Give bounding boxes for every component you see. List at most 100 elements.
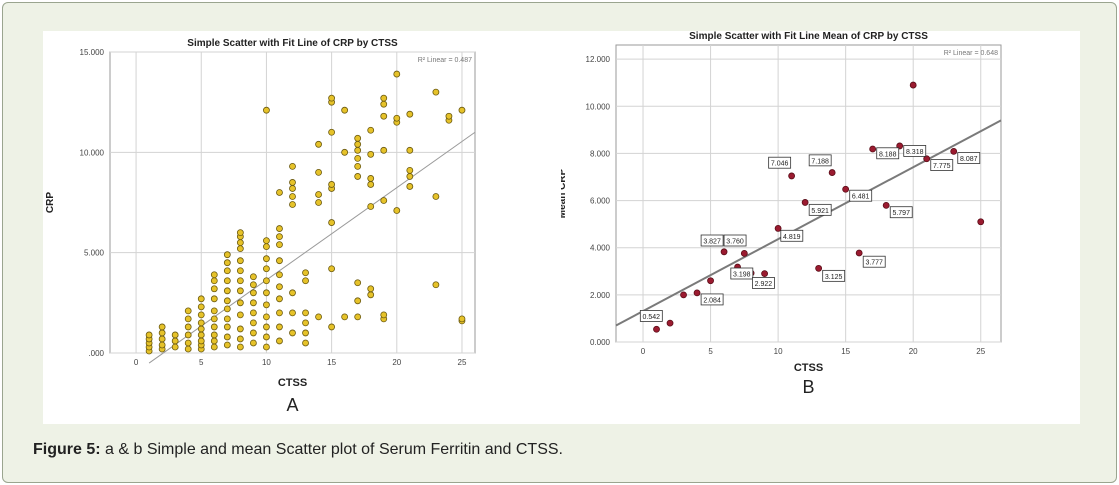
data-label: 8.087 [960, 156, 978, 163]
data-label-box [768, 156, 792, 169]
data-point [828, 169, 836, 176]
data-point [289, 309, 296, 317]
data-point [263, 333, 270, 341]
data-point [171, 343, 179, 351]
data-point [276, 323, 283, 331]
data-point [720, 248, 728, 256]
data-label-box [780, 229, 804, 242]
data-point [354, 173, 362, 180]
data-point [432, 88, 440, 96]
data-point [184, 315, 192, 323]
data-point [263, 106, 270, 114]
data-point [380, 100, 388, 108]
y-tick-label: .000 [88, 349, 104, 358]
r2-label: R² Linear = 0.648 [944, 50, 998, 57]
data-point [223, 297, 231, 305]
data-point [680, 291, 687, 299]
y-axis-label: Mean CRP [561, 168, 568, 218]
data-label-box [849, 189, 873, 202]
data-point [354, 279, 362, 287]
data-point [380, 112, 388, 120]
data-point [315, 168, 322, 176]
data-label: 2.922 [755, 281, 773, 288]
data-point [210, 271, 218, 279]
data-label: 5.921 [811, 208, 829, 215]
data-point [341, 148, 349, 156]
data-point [328, 181, 336, 188]
data-point [276, 225, 283, 232]
data-label: 7.046 [771, 161, 789, 168]
data-point [223, 305, 231, 313]
data-point [289, 179, 296, 186]
data-point [210, 331, 218, 339]
data-point [249, 339, 257, 347]
data-point [393, 70, 401, 78]
data-point [276, 295, 283, 303]
data-point [263, 237, 270, 245]
data-point [406, 110, 414, 118]
x-tick-label: 15 [327, 358, 336, 367]
data-point [210, 315, 218, 323]
data-point [406, 166, 414, 174]
data-point [815, 264, 823, 272]
data-point [328, 323, 336, 331]
data-point [302, 339, 309, 347]
y-tick-label: 8.000 [590, 149, 611, 158]
data-point [315, 191, 322, 198]
data-point [740, 249, 748, 257]
data-point [184, 307, 192, 315]
data-point [406, 173, 414, 180]
data-label-box [889, 206, 913, 219]
data-label-box [808, 203, 832, 216]
data-point [263, 313, 270, 321]
data-point [210, 307, 218, 315]
data-point [263, 255, 270, 263]
data-point [354, 313, 362, 321]
caption-text: a & b Simple and mean Scatter plot of Se… [100, 441, 563, 458]
chart-title: Simple Scatter with Fit Line of CRP by C… [187, 38, 398, 49]
data-point [341, 106, 349, 114]
data-label: 0.542 [643, 314, 661, 321]
data-point [367, 126, 375, 134]
data-point [302, 269, 309, 277]
data-point [842, 185, 850, 193]
data-point [276, 189, 283, 196]
data-point [197, 311, 205, 319]
data-point [210, 337, 218, 345]
data-point [445, 112, 453, 120]
r2-label: R² Linear = 0.487 [418, 57, 472, 64]
data-point [354, 297, 362, 305]
data-point [328, 219, 336, 226]
caption-label: Figure 5: [33, 441, 101, 458]
data-point [276, 233, 283, 241]
data-point [774, 225, 782, 232]
data-point [197, 337, 205, 345]
data-label-box [862, 255, 886, 268]
data-label: 3.777 [865, 260, 883, 267]
data-point [236, 239, 244, 247]
data-point [855, 249, 863, 257]
data-point [380, 311, 388, 319]
data-point [302, 329, 309, 337]
data-point [432, 281, 440, 289]
data-label-box [808, 154, 832, 167]
data-point [367, 181, 375, 188]
data-point [263, 323, 270, 331]
data-point [666, 319, 674, 327]
data-point [184, 323, 192, 331]
plot-area [615, 44, 1002, 343]
data-label: 4.819 [783, 234, 801, 241]
data-point [367, 150, 375, 158]
x-tick-label: 25 [458, 358, 467, 367]
data-point [210, 343, 218, 351]
x-tick-label: 10 [774, 347, 783, 356]
data-point [367, 203, 375, 210]
data-label-box [752, 277, 775, 289]
data-point [354, 146, 362, 154]
data-point [276, 271, 283, 279]
chart-title: Simple Scatter with Fit Line Mean of CRP… [689, 31, 928, 42]
data-point [276, 337, 283, 345]
data-point [197, 319, 205, 327]
data-label-box [957, 152, 981, 164]
data-label: 5.797 [892, 210, 910, 217]
